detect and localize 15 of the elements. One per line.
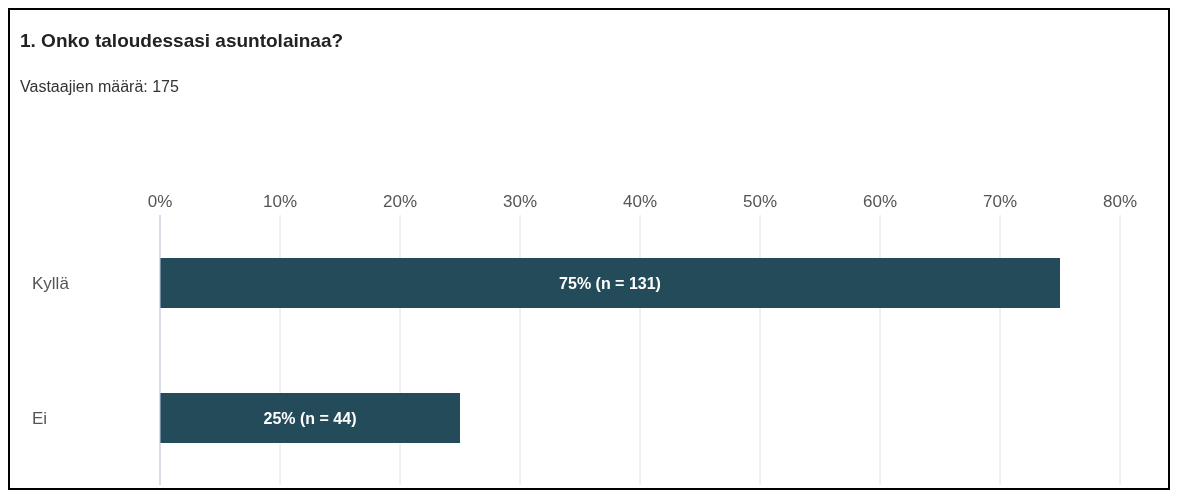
x-tick-label: 50%: [742, 192, 778, 211]
x-tick-label: 20%: [382, 192, 418, 211]
data-label: 75% (n = 131): [559, 274, 661, 292]
chart-title: 1. Onko taloudessasi asuntolainaa?: [20, 30, 344, 52]
x-tick-label: 0%: [147, 192, 173, 211]
y-tick-label: Ei: [32, 408, 48, 428]
x-tick-label: 30%: [502, 192, 538, 211]
data-label: 25% (n = 44): [263, 409, 357, 427]
chart-subtitle: Vastaajien määrä: 175: [20, 78, 179, 96]
x-tick-label: 80%: [1102, 192, 1138, 211]
x-tick-label: 70%: [982, 192, 1018, 211]
y-tick-label: Kyllä: [32, 273, 70, 293]
x-tick-label: 10%: [262, 192, 298, 211]
x-tick-label: 60%: [862, 192, 898, 211]
x-tick-label: 40%: [622, 192, 658, 211]
